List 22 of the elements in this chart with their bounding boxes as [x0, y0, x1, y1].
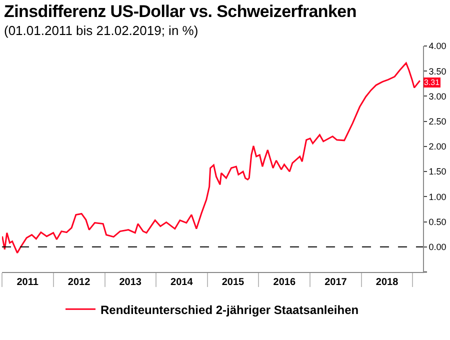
x-tick-label: 2014	[170, 277, 194, 288]
chart-subtitle: (01.01.2011 bis 21.02.2019; in %)	[4, 23, 200, 38]
x-tick-label: 2015	[222, 277, 245, 288]
y-tick-label: 0.00	[428, 242, 446, 252]
x-tick-label: 2016	[273, 277, 296, 288]
y-tick-label: 4.00	[428, 41, 446, 52]
line-series	[2, 62, 421, 254]
x-tick-label: 2011	[16, 277, 39, 288]
y-tick-label: 1.50	[428, 166, 446, 177]
y-tick-label: 2.50	[428, 116, 446, 126]
x-tick-label: 2012	[68, 277, 91, 288]
y-tick-label: 2.00	[428, 142, 446, 152]
y-tick-label: 0.50	[428, 216, 446, 227]
x-tick-label: 2018	[376, 277, 399, 288]
y-tick-label: 3.00	[428, 91, 446, 102]
y-tick-label: 3.50	[428, 66, 446, 76]
x-tick-label: 2013	[119, 277, 142, 288]
chart-title: Zinsdifferenz US-Dollar vs. Schweizerfranken	[4, 2, 356, 22]
annotation: 3.31	[424, 78, 440, 87]
x-tick-label: 2017	[324, 277, 348, 288]
legend-label: Renditeunterschied 2-jähriger Staatsanleihen	[100, 302, 359, 317]
y-tick-label: 1.00	[428, 192, 446, 202]
